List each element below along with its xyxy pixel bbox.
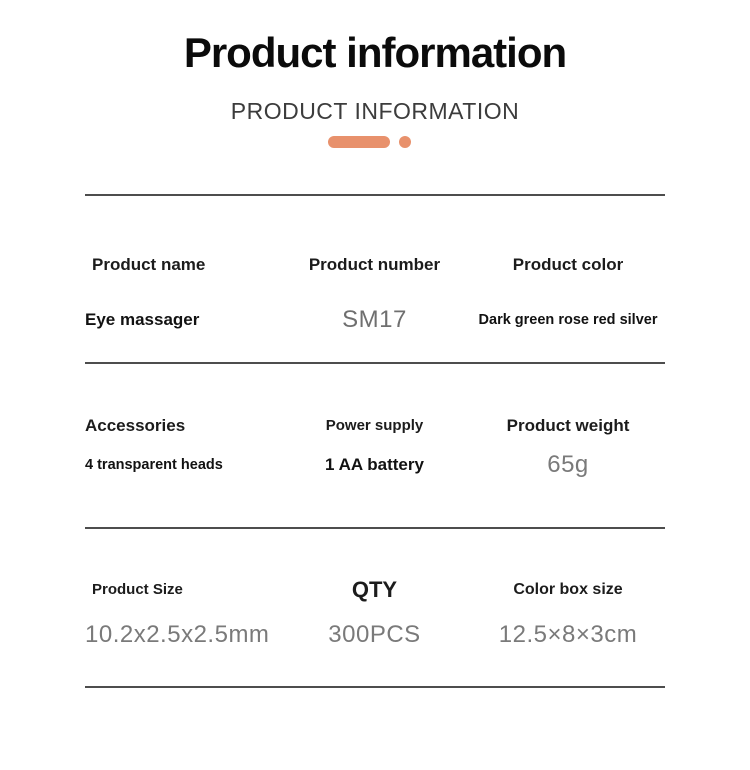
- page-title: Product information: [183, 29, 567, 76]
- product-color-value: Dark green rose red silver: [478, 311, 658, 328]
- color-box-size-value: 12.5×8×3cm: [498, 621, 638, 649]
- spec-row-1-values: Eye massager SM17 Dark green rose red si…: [85, 305, 665, 335]
- title-underline-decoration: [0, 136, 744, 148]
- power-supply-value: 1 AA battery: [325, 455, 424, 475]
- product-weight-value: 65g: [547, 451, 589, 479]
- spec-row-1-headers: Product name Product number Product colo…: [85, 252, 665, 278]
- product-weight-header: Product weight: [506, 416, 630, 436]
- divider: [85, 527, 665, 529]
- divider: [85, 362, 665, 364]
- qty-header: QTY: [351, 577, 398, 603]
- divider: [85, 686, 665, 688]
- accent-bar: [327, 136, 390, 148]
- accessories-value: 4 transparent heads: [85, 456, 223, 473]
- divider: [85, 194, 665, 196]
- accent-dot-icon: [398, 136, 411, 148]
- spec-row-2-values: 4 transparent heads 1 AA battery 65g: [85, 450, 665, 480]
- product-name-header: Product name: [92, 255, 206, 275]
- page-subtitle: PRODUCT INFORMATION: [230, 98, 520, 124]
- product-color-header: Product color: [512, 255, 624, 275]
- spec-row-2-headers: Accessories Power supply Product weight: [85, 413, 665, 439]
- accessories-header: Accessories: [85, 416, 186, 436]
- power-supply-header: Power supply: [325, 417, 424, 435]
- spec-row-3-values: 10.2x2.5x2.5mm 300PCS 12.5×8×3cm: [85, 620, 665, 650]
- product-name-value: Eye massager: [85, 310, 200, 330]
- color-box-size-header: Color box size: [513, 580, 623, 598]
- spec-row-3-headers: Product Size QTY Color box size: [85, 576, 665, 604]
- product-number-header: Product number: [308, 255, 441, 275]
- qty-value: 300PCS: [328, 621, 421, 649]
- product-number-value: SM17: [342, 306, 407, 334]
- product-size-header: Product Size: [92, 581, 183, 599]
- product-size-value: 10.2x2.5x2.5mm: [85, 621, 270, 649]
